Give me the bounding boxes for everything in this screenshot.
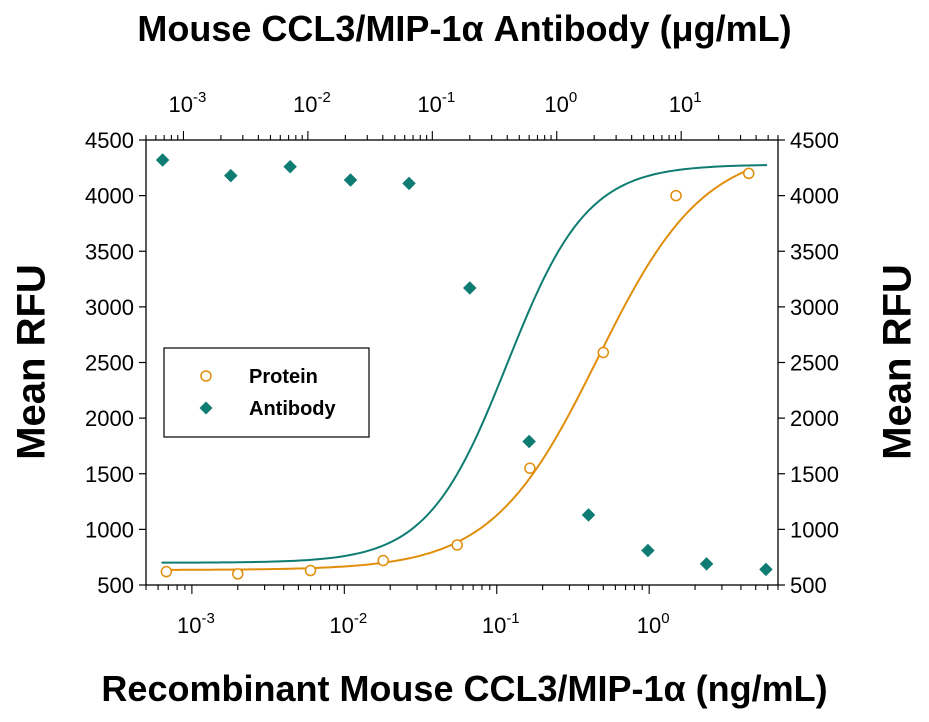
antibody-fit-curve (161, 164, 768, 564)
y-tick-label-left: 3500 (85, 239, 134, 264)
y-tick-label-right: 500 (790, 573, 827, 598)
y-tick-label-left: 2000 (85, 406, 134, 431)
legend-antibody-label: Antibody (249, 398, 337, 420)
protein-point (160, 565, 173, 578)
x-top-tick-label: 10-2 (293, 89, 331, 117)
legend-antibody-marker (199, 401, 213, 415)
y-tick-label-right: 1000 (790, 517, 839, 542)
x-top-tick-label: 100 (544, 89, 577, 117)
antibody-point (581, 508, 596, 522)
antibody-point (343, 173, 358, 187)
y-tick-label-right: 4000 (790, 184, 839, 209)
antibody-point (699, 557, 714, 571)
antibody-point (155, 153, 170, 167)
y-tick-label-left: 2500 (85, 351, 134, 376)
antibody-point (402, 176, 416, 191)
protein-point (232, 568, 244, 580)
x-top-tick-label: 10-1 (417, 89, 455, 117)
y-tick-label-right: 2500 (790, 351, 839, 376)
x-bottom-tick-label: 10-2 (329, 610, 367, 638)
protein-point (451, 539, 463, 551)
protein-point (304, 564, 317, 577)
y-tick-label-left: 1500 (85, 462, 134, 487)
antibody-point (522, 434, 536, 449)
antibody-point (641, 543, 655, 558)
x-bottom-tick-label: 10-1 (482, 610, 520, 638)
y-tick-label-left: 3000 (85, 295, 134, 320)
protein-point (524, 462, 536, 474)
x-top-tick-label: 10-3 (169, 89, 207, 117)
x-top-tick-label: 101 (669, 89, 702, 117)
y-tick-label-right: 4500 (790, 128, 839, 153)
y-tick-label-left: 500 (97, 573, 134, 598)
x-bottom-tick-label: 10-3 (177, 610, 215, 638)
y-tick-label-right: 3500 (790, 239, 839, 264)
y-tick-label-left: 1000 (85, 517, 134, 542)
antibody-point (283, 159, 297, 174)
y-tick-label-right: 2000 (790, 406, 839, 431)
protein-point (377, 554, 389, 567)
legend-protein-marker (200, 370, 212, 382)
y-tick-label-right: 3000 (790, 295, 839, 320)
antibody-point (462, 281, 477, 295)
y-tick-label-right: 1500 (790, 462, 839, 487)
y-tick-label-left: 4500 (85, 128, 134, 153)
protein-point (670, 189, 682, 202)
antibody-point (223, 168, 238, 183)
legend-box (163, 347, 370, 438)
antibody-point (759, 562, 773, 577)
protein-point (743, 167, 755, 180)
legend-protein-label: Protein (249, 366, 318, 388)
chart-top-title: Mouse CCL3/MIP-1α Antibody (μg/mL) (137, 8, 792, 49)
chart-x-axis-title: Recombinant Mouse CCL3/MIP-1α (ng/mL) (101, 668, 828, 709)
x-bottom-tick-label: 100 (637, 610, 670, 638)
protein-point (597, 346, 610, 359)
y-tick-label-left: 4000 (85, 184, 134, 209)
